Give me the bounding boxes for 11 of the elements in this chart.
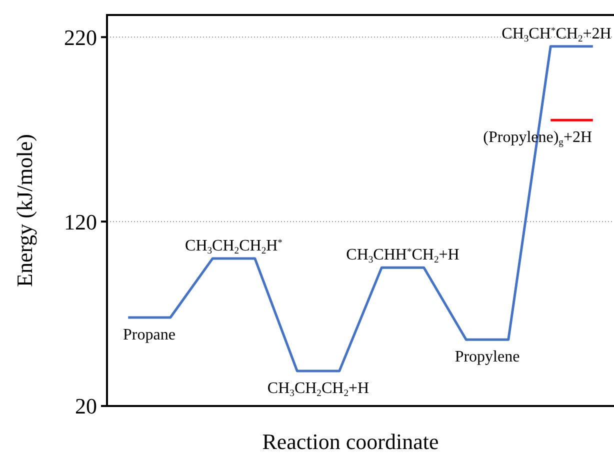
x-axis-title: Reaction coordinate (262, 429, 439, 454)
annotation: CH$_{3}$CH$_{2}$CH$_{2}$H$^{*}$ (185, 236, 283, 256)
annotation: Propane (123, 326, 176, 344)
y-tick-label: 120 (64, 209, 97, 234)
annotation: CH$_{3}$CHH$^{*}$CH$_{2}$+H (346, 246, 460, 266)
y-axis-title: Energy (kJ/mole) (12, 134, 37, 287)
y-tick-label: 220 (64, 24, 97, 50)
annotation: Propylene (454, 348, 520, 366)
annotation: CH$_{3}$CH$^{*}$CH$_{2}$+2H (502, 24, 612, 44)
annotation: CH$_{3}$CH$_{2}$CH$_{2}$+H (267, 380, 370, 398)
y-tick-label: 20 (75, 394, 97, 419)
